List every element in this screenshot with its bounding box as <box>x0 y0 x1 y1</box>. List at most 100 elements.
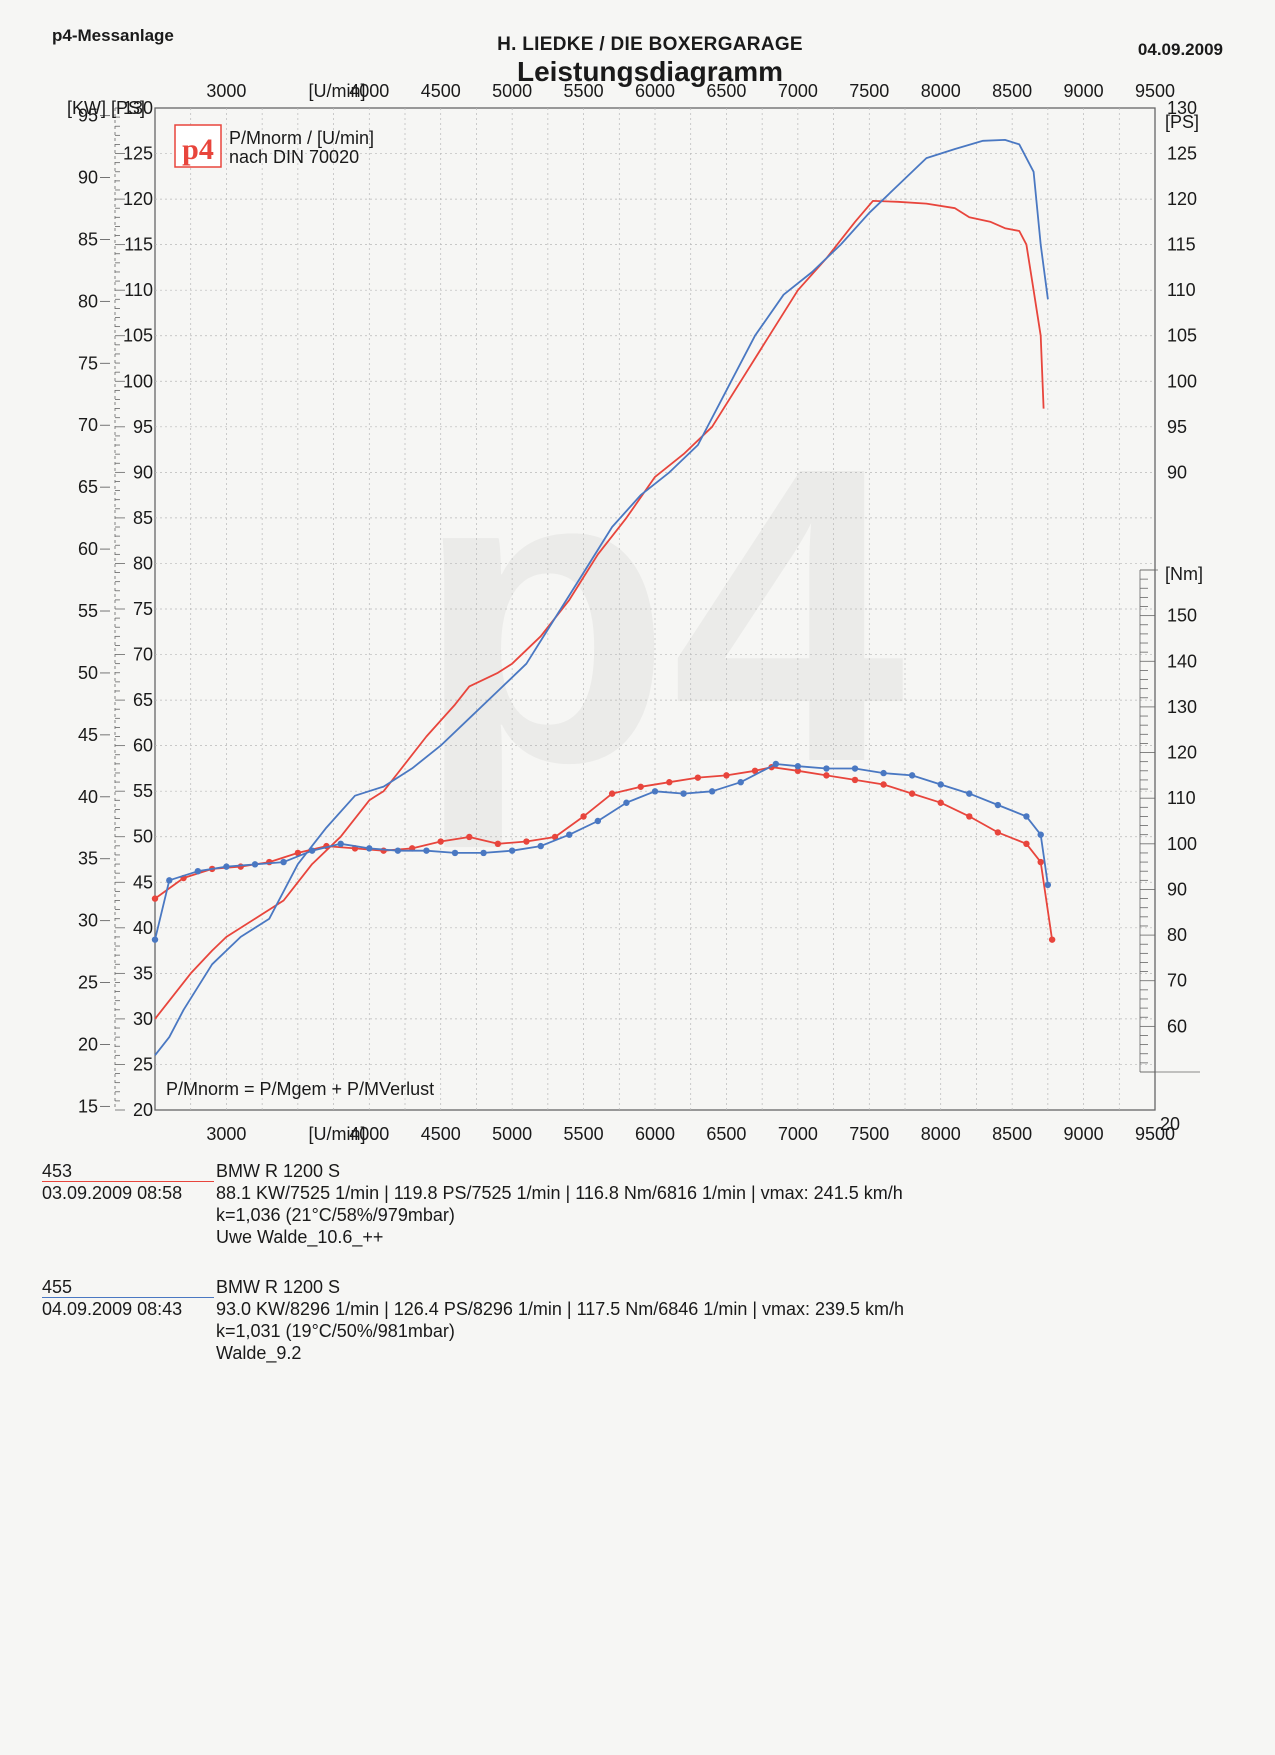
run-conditions: k=1,036 (21°C/58%/979mbar) <box>216 1205 455 1225</box>
nm-tick-label: 120 <box>1167 743 1197 763</box>
torque-marker-453 <box>994 829 1002 836</box>
torque-marker-455 <box>1023 813 1030 820</box>
x-tick-label-bottom: 7000 <box>778 1124 818 1144</box>
torque-marker-455 <box>1044 881 1052 889</box>
x-tick-label-bottom: 9500 <box>1135 1124 1175 1144</box>
run-datetime: 03.09.2009 08:58 <box>42 1183 183 1203</box>
x-tick-label-top: 8500 <box>992 81 1032 101</box>
ps-tick-label-left: 110 <box>124 280 153 300</box>
torque-marker-455 <box>823 765 830 772</box>
kw-tick-label: 70 <box>78 415 98 435</box>
torque-marker-455 <box>680 790 687 797</box>
ps-axis-label-left: [PS] <box>111 98 145 118</box>
ps-tick-label-right: 120 <box>1167 189 1197 209</box>
torque-marker-453 <box>1023 840 1030 848</box>
x-tick-label-top: 6500 <box>706 81 746 101</box>
run-id: 453 <box>42 1161 73 1181</box>
torque-marker-453 <box>580 813 587 820</box>
run-conditions: k=1,031 (19°C/50%/981mbar) <box>216 1321 455 1341</box>
ps-tick-label-left: 40 <box>133 918 153 938</box>
ps-tick-label-left: 25 <box>133 1054 153 1074</box>
nm-tick-label: 130 <box>1167 697 1197 717</box>
torque-marker-455 <box>337 840 344 848</box>
torque-marker-455 <box>366 845 373 852</box>
kw-tick-label: 45 <box>78 725 98 745</box>
run-rider: Uwe Walde_10.6_++ <box>216 1227 384 1247</box>
x-axis-unit-bottom: [U/min] <box>308 1124 365 1144</box>
torque-marker-455 <box>708 788 716 795</box>
run-datetime: 04.09.2009 08:43 <box>42 1299 183 1319</box>
torque-marker-453 <box>966 813 973 820</box>
x-tick-label-top: 5500 <box>564 81 604 101</box>
torque-marker-453 <box>666 779 673 786</box>
brand-title: p4-Messanlage <box>52 26 174 45</box>
torque-marker-455 <box>908 772 916 779</box>
torque-marker-453 <box>1048 936 1056 943</box>
ps-axis-label-right: [PS] <box>1165 112 1199 132</box>
ps-tick-label-left: 20 <box>133 1100 153 1120</box>
torque-marker-455 <box>623 799 630 806</box>
ps-tick-label-left: 35 <box>133 963 153 983</box>
torque-marker-455 <box>937 781 944 788</box>
ps-tick-label-left: 90 <box>133 462 153 482</box>
kw-tick-label: 25 <box>78 973 98 993</box>
kw-tick-label: 55 <box>78 601 98 621</box>
workshop-title: H. LIEDKE / DIE BOXERGARAGE <box>497 34 803 55</box>
run-color-underline <box>42 1181 214 1182</box>
nm-tick-label: 90 <box>1167 879 1187 899</box>
ps-tick-label-left: 60 <box>133 736 153 756</box>
torque-marker-453 <box>551 833 559 841</box>
x-tick-label-bottom: 8000 <box>921 1124 961 1144</box>
kw-tick-label: 90 <box>78 168 98 188</box>
torque-marker-455 <box>851 765 859 772</box>
torque-marker-455 <box>394 847 402 854</box>
torque-marker-453 <box>608 790 616 797</box>
ps-tick-label-left: 100 <box>123 371 153 391</box>
torque-marker-453 <box>908 790 916 797</box>
x-tick-label-top: 7500 <box>849 81 889 101</box>
torque-marker-455 <box>880 769 887 777</box>
torque-marker-455 <box>223 863 230 870</box>
torque-marker-455 <box>423 847 430 854</box>
x-tick-label-top: 7000 <box>778 81 818 101</box>
x-tick-label-top: 9500 <box>1135 81 1175 101</box>
ps-tick-label-left: 105 <box>123 326 153 346</box>
torque-marker-453 <box>851 776 859 784</box>
formula-label: P/Mnorm = P/Mgem + P/MVerlust <box>166 1079 434 1099</box>
run-model: BMW R 1200 S <box>216 1277 341 1297</box>
torque-marker-453 <box>523 838 530 845</box>
ps-tick-label-left: 50 <box>133 827 153 847</box>
kw-tick-label: 95 <box>78 106 98 126</box>
run-summary: 93.0 KW/8296 1/min | 126.4 PS/8296 1/min… <box>216 1299 905 1319</box>
x-tick-label-bottom: 4500 <box>421 1124 461 1144</box>
ps-tick-label-left: 65 <box>133 690 153 710</box>
nm-axis-label: [Nm] <box>1165 564 1203 584</box>
torque-marker-453 <box>437 838 444 845</box>
power-curve-455 <box>154 138 1049 1056</box>
ps-tick-label-left: 80 <box>133 553 153 573</box>
torque-marker-455 <box>280 858 287 866</box>
ps-tick-label-left: 75 <box>133 599 153 619</box>
torque-marker-455 <box>151 936 159 943</box>
run-summary: 88.1 KW/7525 1/min | 119.8 PS/7525 1/min… <box>216 1183 903 1203</box>
ps-tick-label-left: 45 <box>133 872 153 892</box>
ps-tick-label-left: 85 <box>133 508 153 528</box>
x-tick-label-bottom: 5500 <box>564 1124 604 1144</box>
torque-marker-455 <box>308 847 316 854</box>
torque-marker-453 <box>823 772 830 779</box>
torque-marker-455 <box>966 790 973 797</box>
p4-logo-box <box>174 124 222 168</box>
torque-marker-453 <box>937 799 944 806</box>
watermark-p4: p4 <box>415 381 908 852</box>
torque-marker-453 <box>151 895 159 902</box>
x-tick-label-top: 9000 <box>1064 81 1104 101</box>
torque-marker-453 <box>794 767 802 774</box>
torque-marker-455 <box>772 760 780 768</box>
torque-marker-455 <box>737 779 744 786</box>
torque-marker-453 <box>466 833 473 841</box>
kw-axis-label: [KW] <box>67 98 106 118</box>
x-tick-label-bottom: 5000 <box>492 1124 532 1144</box>
ps-tick-label-right: 95 <box>1167 417 1187 437</box>
torque-marker-453 <box>723 772 730 779</box>
x-tick-label-bottom: 6500 <box>706 1124 746 1144</box>
